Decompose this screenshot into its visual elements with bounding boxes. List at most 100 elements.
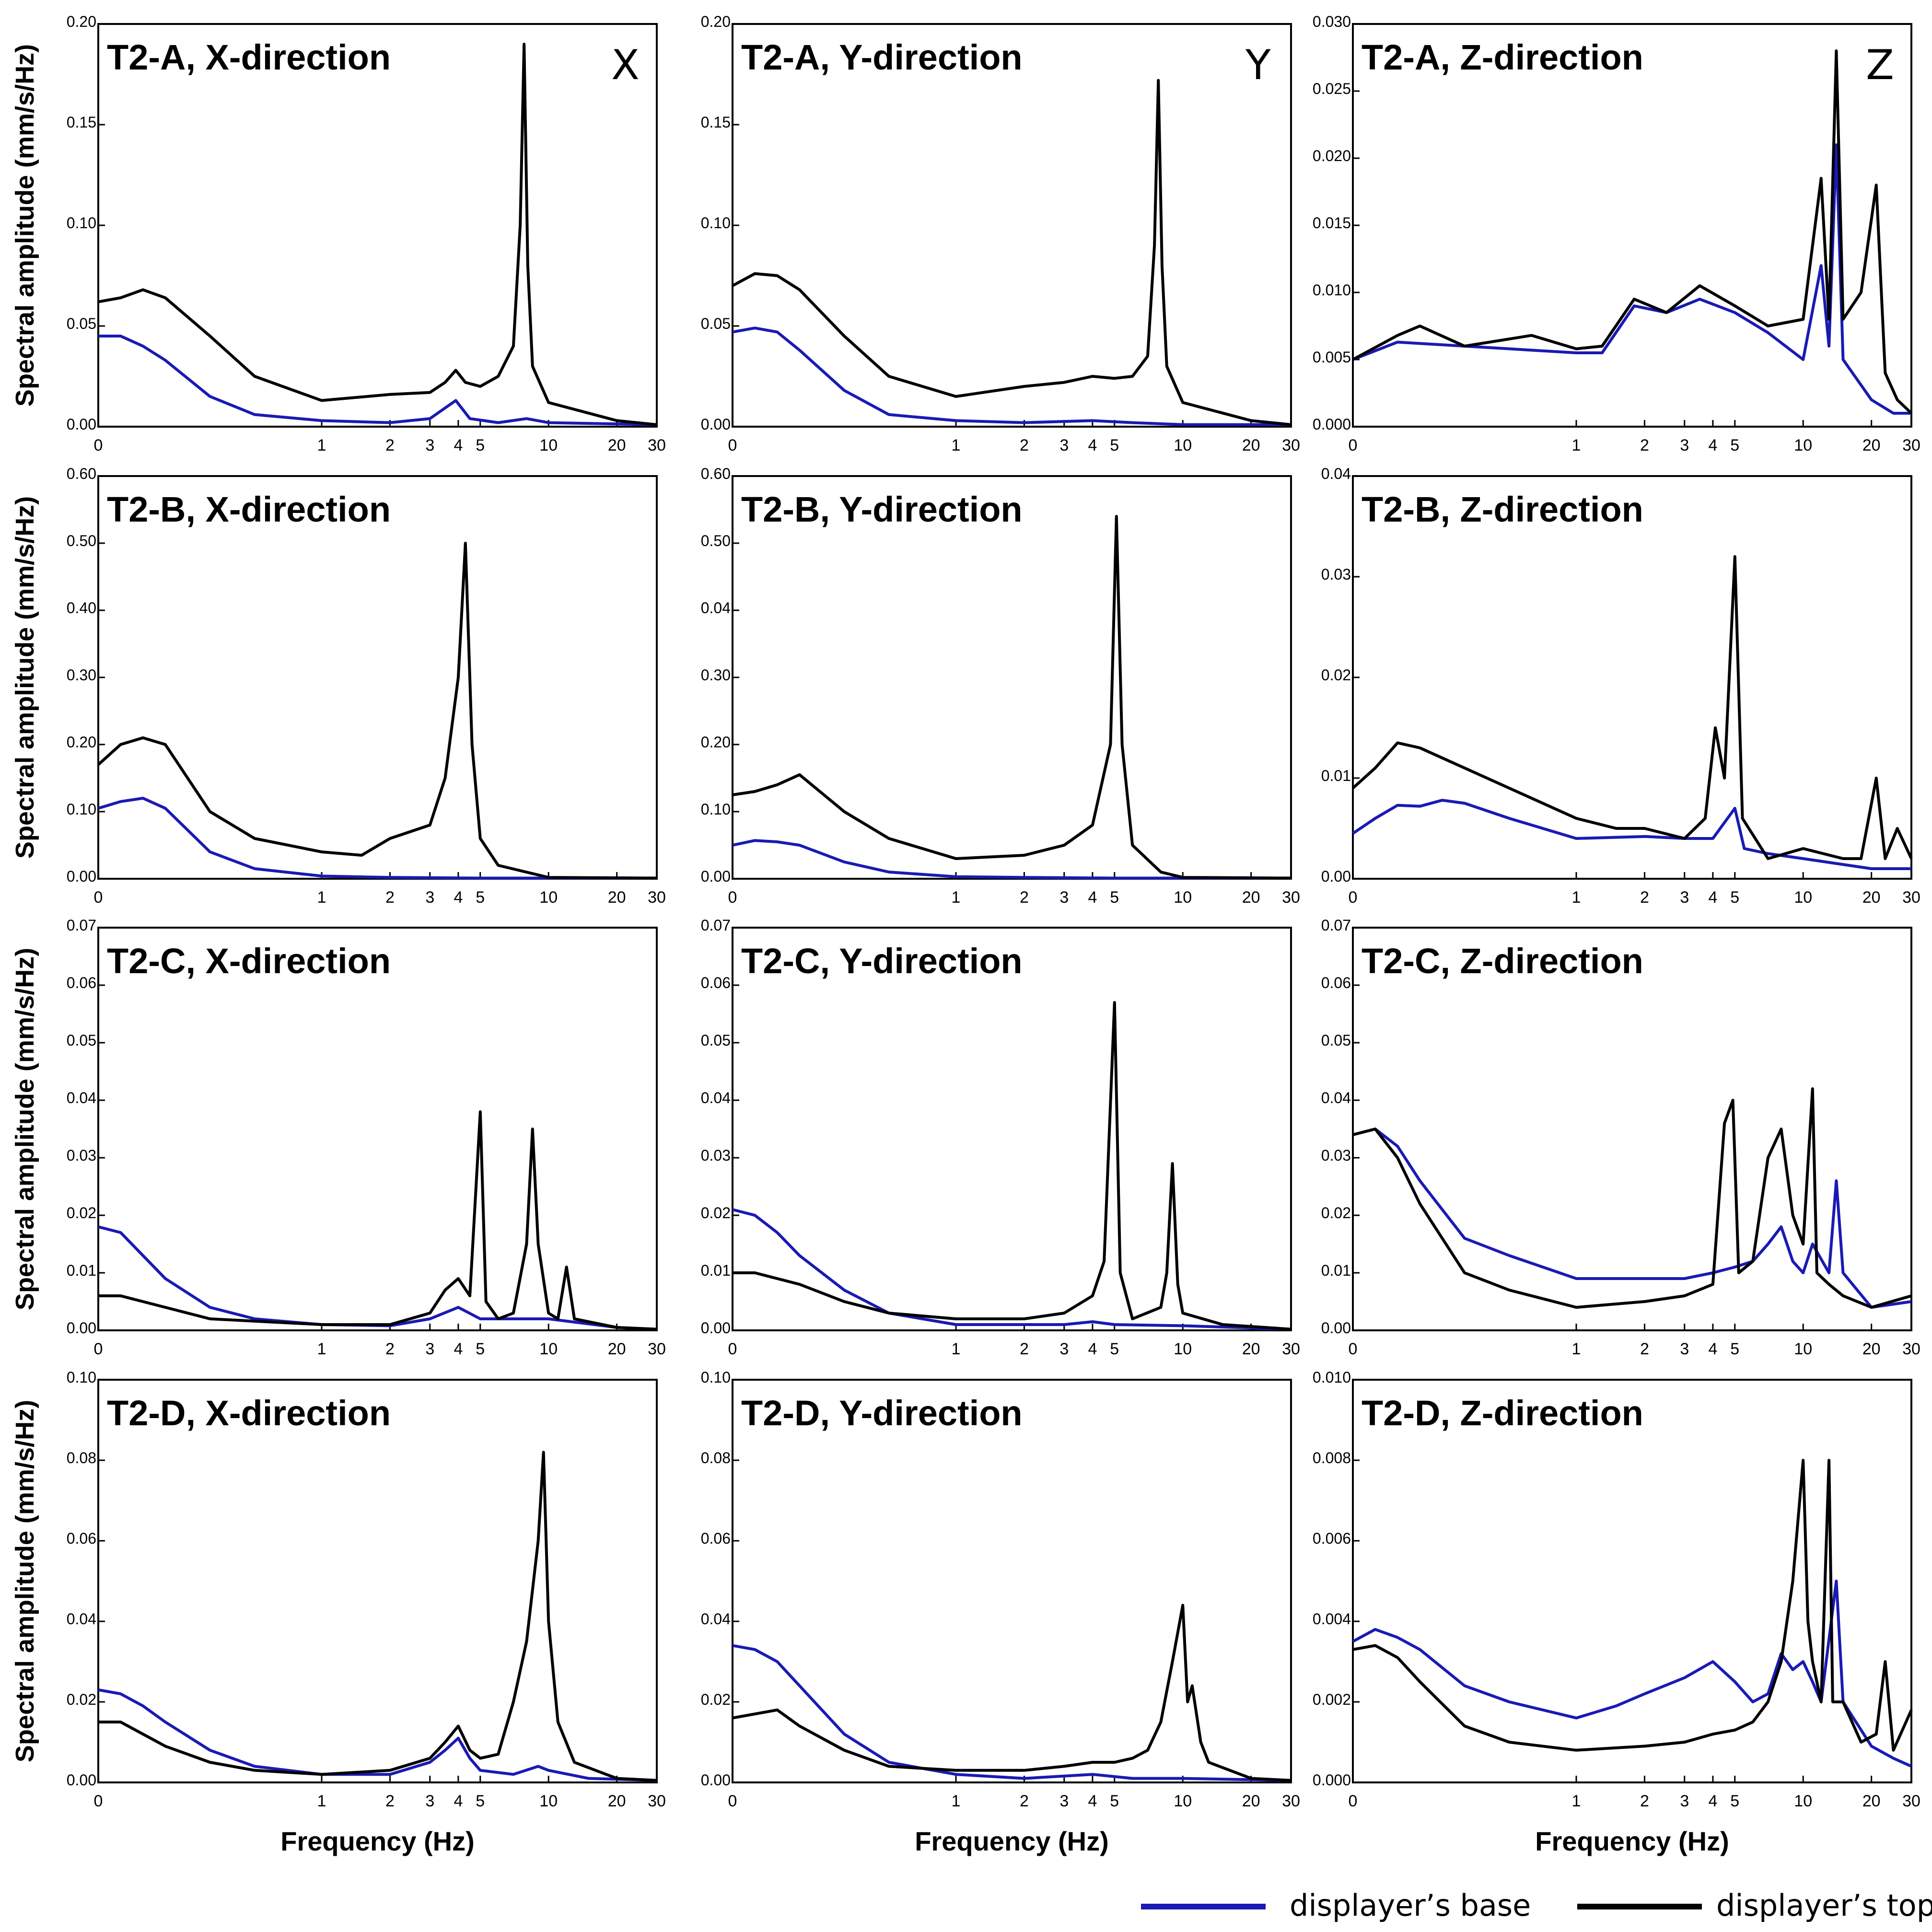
x-tick-label: 4	[1708, 436, 1717, 454]
y-tick-label: 0.00	[67, 868, 96, 885]
x-tick-label: 3	[1680, 888, 1689, 907]
y-axis-label-row-4: Spectral amplitude (mm/s/Hz)	[11, 1400, 39, 1762]
x-tick-label: 5	[476, 888, 485, 907]
panel-title: T2-C, Z-direction	[1362, 941, 1643, 981]
x-tick-label: 2	[1020, 436, 1029, 454]
x-tick-label: 30	[648, 1340, 666, 1358]
y-tick-label: 0.03	[1321, 566, 1351, 583]
panel-1: 0 1 2 3 4 5 10 20 30 0.00 0.05 0.10 0.15 0.20 T2-A, X-…	[67, 13, 666, 454]
x-tick-label: 1	[317, 1340, 326, 1358]
series-line-top	[732, 515, 1292, 880]
x-tick-label: 5	[1730, 1340, 1739, 1358]
panel-title: T2-A, X-direction	[107, 37, 391, 77]
y-tick-label: 0.40	[67, 599, 96, 617]
x-tick-label: 10	[1174, 888, 1192, 907]
x-tick-label: 1	[1572, 1340, 1581, 1358]
series-line-base	[732, 839, 1291, 880]
panel-title: T2-A, Z-direction	[1362, 37, 1643, 77]
series-line-base	[1352, 143, 1911, 415]
x-tick-label: 1	[317, 1792, 326, 1810]
x-tick-label: 1	[317, 436, 326, 454]
x-tick-label: 0	[728, 436, 737, 454]
y-tick-label: 0.01	[1321, 1262, 1351, 1279]
x-tick-label: 20	[608, 1792, 626, 1810]
y-tick-label: 0.08	[701, 1449, 731, 1466]
y-tick-label: 0.05	[1321, 1032, 1351, 1049]
x-tick-label: 5	[476, 436, 485, 454]
plot-frame	[732, 23, 1292, 428]
x-tick-label: 30	[1902, 1340, 1920, 1358]
x-tick-label: 0	[1349, 436, 1358, 454]
x-tick-label: 3	[425, 436, 434, 454]
x-tick-label: 2	[1640, 1340, 1649, 1358]
series-line-top	[98, 1451, 657, 1782]
y-tick-label: 0.10	[701, 214, 731, 232]
x-tick-label: 1	[952, 1340, 961, 1358]
x-tick-label: 20	[1862, 888, 1881, 907]
y-tick-label: 0.08	[67, 1449, 96, 1466]
x-axis-label-col-2: Frequency (Hz)	[915, 1826, 1109, 1856]
x-tick-label: 0	[1349, 1340, 1358, 1358]
y-tick-label: 0.04	[1321, 465, 1351, 482]
series-line-top	[733, 1001, 1292, 1331]
x-tick-label: 2	[1020, 1792, 1029, 1810]
panel-4: 0 1 2 3 4 5 10 20 30 0.00 0.10 0.20 0.30 0.40 0.50 0.60…	[67, 465, 666, 907]
x-tick-label: 4	[454, 436, 463, 454]
x-tick-label: 4	[1708, 1792, 1717, 1810]
x-tick-label: 30	[1902, 1792, 1920, 1810]
x-tick-label: 0	[94, 1340, 103, 1358]
y-axis-label-row-1: Spectral amplitude (mm/s/Hz)	[11, 44, 39, 407]
panel-title: T2-D, Z-direction	[1362, 1393, 1643, 1433]
series-line-base	[98, 797, 657, 880]
y-tick-label: 0.10	[701, 1369, 731, 1386]
x-tick-label: 3	[1059, 888, 1069, 907]
y-tick-label: 0.01	[1321, 767, 1351, 784]
panel-12: 0 1 2 3 4 5 10 20 30 0.000 0.002 0.004 0.006 0.008 0.0…	[1313, 1369, 1920, 1810]
series-line-top	[98, 43, 657, 426]
x-tick-label: 20	[1242, 888, 1260, 907]
x-tick-label: 20	[608, 888, 626, 907]
x-tick-label: 2	[385, 888, 395, 907]
y-tick-label: 0.15	[701, 114, 731, 131]
panel-9: 0 1 2 3 4 5 10 20 30 0.00 0.01 0.02 0.03 0.04 0.05 0.06…	[1321, 917, 1920, 1358]
plot-frame	[97, 23, 658, 428]
y-tick-label: 0.030	[1313, 13, 1351, 30]
y-tick-label: 0.00	[701, 1771, 731, 1789]
x-tick-label: 0	[728, 1792, 737, 1810]
x-tick-label: 30	[648, 436, 666, 454]
x-tick-label: 4	[1088, 436, 1097, 454]
x-tick-label: 10	[1794, 1340, 1812, 1358]
y-tick-label: 0.00	[1321, 868, 1351, 885]
y-tick-label: 0.07	[1321, 917, 1351, 934]
x-tick-label: 30	[1902, 436, 1920, 454]
x-tick-label: 1	[317, 888, 326, 907]
series-line-top	[1352, 49, 1913, 415]
y-tick-label: 0.01	[67, 1262, 96, 1279]
y-tick-label: 0.000	[1313, 1771, 1351, 1789]
y-tick-label: 0.010	[1313, 281, 1351, 299]
series-line-top	[98, 1110, 657, 1331]
panel-title: T2-C, X-direction	[107, 941, 391, 981]
y-tick-label: 0.025	[1313, 80, 1351, 97]
x-tick-label: 5	[1110, 888, 1119, 907]
x-tick-label: 20	[608, 436, 626, 454]
x-tick-label: 30	[648, 1792, 666, 1810]
x-tick-label: 4	[1088, 1340, 1097, 1358]
y-tick-label: 0.04	[1321, 1089, 1351, 1106]
x-tick-label: 4	[1708, 888, 1717, 907]
y-tick-label: 0.50	[701, 532, 731, 549]
y-tick-label: 0.60	[67, 465, 96, 482]
y-tick-label: 0.60	[701, 465, 731, 482]
x-tick-label: 20	[1862, 436, 1881, 454]
series-line-top	[1351, 555, 1913, 860]
x-tick-label: 2	[1640, 888, 1649, 907]
y-tick-label: 0.04	[701, 599, 731, 617]
x-tick-label: 1	[1572, 436, 1581, 454]
x-tick-label: 2	[385, 1340, 395, 1358]
direction-corner-label: Y	[1245, 41, 1271, 89]
y-tick-label: 0.20	[67, 13, 96, 30]
panel-5: 0 1 2 3 4 5 10 20 30 0.00 0.10 0.20 0.30 0.04 0.50 0.60…	[701, 465, 1300, 907]
y-tick-label: 0.30	[701, 666, 731, 684]
panel-2: 0 1 2 3 4 5 10 20 30 0.00 0.05 0.10 0.15 0.20 T2-A, Y-…	[701, 13, 1300, 454]
y-tick-label: 0.015	[1313, 214, 1351, 232]
